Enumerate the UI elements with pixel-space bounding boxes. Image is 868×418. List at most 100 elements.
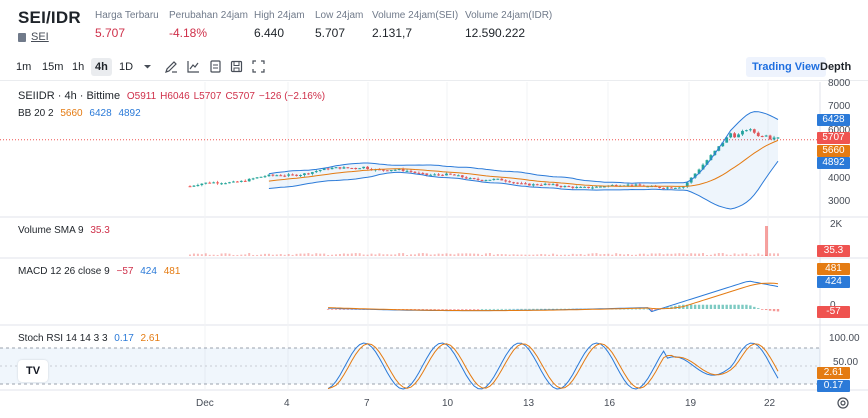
volume-bar <box>429 254 432 256</box>
price-chart[interactable] <box>0 82 868 418</box>
candle-body <box>772 137 776 140</box>
volume-bar <box>504 254 507 256</box>
candle-body <box>551 184 555 186</box>
candle-body <box>303 173 306 176</box>
candle-body <box>366 166 369 170</box>
volume-bar <box>717 253 720 256</box>
candle-body <box>776 137 780 139</box>
volume-bar <box>465 253 468 256</box>
volume-bar <box>536 254 539 256</box>
macd-histogram-bar <box>697 304 701 309</box>
price-tick: 6000 <box>828 125 851 136</box>
volume-bar <box>220 253 223 256</box>
macd-signal-tag: 481 <box>817 263 850 275</box>
volume-bar <box>682 253 685 256</box>
macd-histogram-bar <box>634 308 638 310</box>
candle-body <box>358 168 362 170</box>
layers-icon[interactable] <box>208 59 223 74</box>
stat-label: High 24jam <box>254 10 305 21</box>
volume-bar <box>236 254 239 256</box>
chevron-down-icon[interactable] <box>140 59 155 74</box>
draw-icon[interactable] <box>164 59 179 74</box>
change-value: −126 (−2.16%) <box>258 91 326 102</box>
macd-histogram-bar <box>701 304 705 309</box>
macd-histogram-bar <box>741 304 744 309</box>
macd-histogram-bar <box>721 304 724 309</box>
candle-body <box>251 178 255 180</box>
volume-bar <box>690 253 693 256</box>
bb-lower-value: 4892 <box>118 108 141 119</box>
volume-bar <box>532 254 535 256</box>
volume-bar <box>662 254 665 256</box>
macd-hist-tag: -57 <box>817 306 850 318</box>
interval-1d[interactable]: 1D <box>119 61 134 73</box>
stat-value: 5.707 <box>95 26 126 40</box>
volume-bar <box>469 253 472 256</box>
candle-body <box>480 179 484 181</box>
volume-bar <box>267 253 270 256</box>
macd-histogram-bar <box>457 309 460 310</box>
candle-body <box>212 182 216 184</box>
candle-body <box>531 184 535 186</box>
stat-volume-idr: Volume 24jam(IDR) 12.590.222 <box>465 10 552 40</box>
macd-histogram-bar <box>638 308 642 310</box>
asset-link[interactable]: SEI <box>31 31 49 43</box>
candle-body <box>638 184 642 186</box>
candle-body <box>484 180 488 182</box>
stoch-k-tag: 0.17 <box>817 380 850 392</box>
interval-1h[interactable]: 1h <box>72 61 85 73</box>
stoch-tick: 50.00 <box>833 357 859 368</box>
stat-label: Perubahan 24jam <box>169 10 248 21</box>
volume-bar <box>457 253 460 256</box>
depth-tab[interactable]: Depth <box>820 61 852 73</box>
candle-body <box>385 170 389 172</box>
asset-info[interactable]: SEI <box>18 31 81 43</box>
volume-bar <box>216 254 219 256</box>
macd-histogram-bar <box>500 308 503 310</box>
candle-body <box>196 185 200 187</box>
candle-body <box>228 182 231 184</box>
gear-icon[interactable] <box>836 396 850 410</box>
interval-15m[interactable]: 15m <box>42 61 64 73</box>
interval-1m[interactable]: 1m <box>16 61 32 73</box>
macd-histogram-bar <box>642 308 646 310</box>
candle-body <box>492 178 496 180</box>
volume-bar <box>694 253 697 256</box>
candle-body <box>263 176 267 178</box>
macd-histogram-bar <box>776 309 780 312</box>
indicator-icon[interactable] <box>186 59 201 74</box>
macd-histogram-bar <box>433 309 436 310</box>
candle-body <box>677 187 681 189</box>
candle-body <box>496 178 500 180</box>
volume-bar <box>591 253 594 256</box>
candle-body <box>468 178 472 180</box>
stat-label: Harga Terbaru <box>95 10 159 21</box>
volume-bar <box>263 253 266 256</box>
candle-body <box>587 186 590 188</box>
volume-legend: Volume SMA 9 35.3 <box>18 225 114 236</box>
volume-bar <box>670 253 673 256</box>
candle-body <box>535 184 539 186</box>
candle-body <box>579 186 583 188</box>
volume-bar <box>378 253 381 256</box>
volume-bar <box>773 253 776 256</box>
interval-4h[interactable]: 4h <box>91 58 112 76</box>
low-value: L5707 <box>193 91 222 102</box>
time-tick: Dec <box>196 398 214 409</box>
close-value: C5707 <box>225 91 255 102</box>
fullscreen-icon[interactable] <box>251 59 266 74</box>
volume-bar <box>244 254 247 256</box>
candle-body <box>583 186 587 188</box>
macd-histogram-bar <box>745 304 748 309</box>
snapshot-icon[interactable] <box>229 59 244 74</box>
volume-bar <box>445 253 448 256</box>
tradingview-logo[interactable]: TV <box>18 360 48 382</box>
macd-histogram-bar <box>472 309 476 310</box>
volume-bar <box>713 253 716 256</box>
pair-block: SEI/IDR SEI <box>18 8 81 43</box>
macd-histogram-bar <box>449 309 452 310</box>
macd-histogram-bar <box>528 308 531 310</box>
macd-histogram-bar <box>524 308 527 310</box>
trading-view-tab[interactable]: Trading View <box>746 57 826 77</box>
candle-body <box>271 174 275 176</box>
